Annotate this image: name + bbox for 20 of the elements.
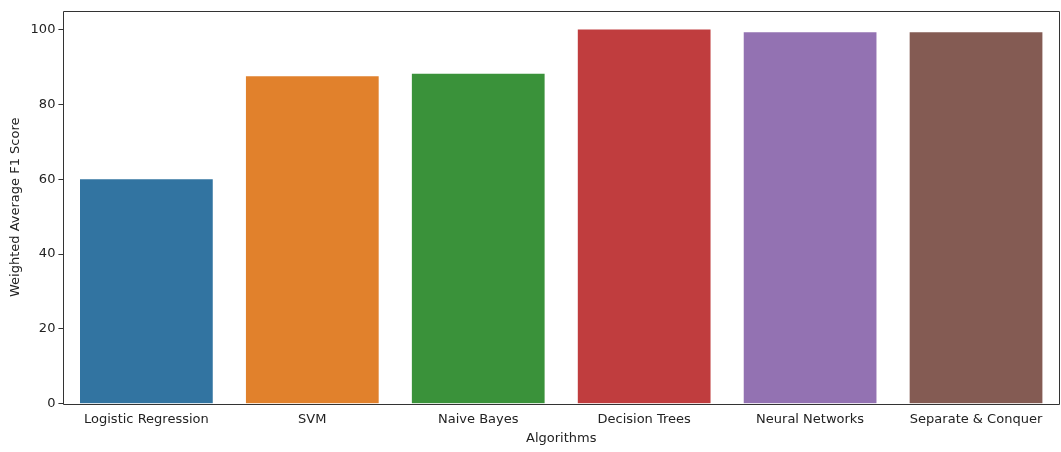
bar xyxy=(80,179,213,404)
x-tick-label: SVM xyxy=(298,410,327,426)
y-tick-label: 40 xyxy=(38,245,56,261)
x-tick-label: Neural Networks xyxy=(756,410,865,426)
y-tick-label: 60 xyxy=(38,170,56,186)
bar xyxy=(245,76,379,404)
y-tick-label: 80 xyxy=(38,95,56,111)
y-tick-label: 20 xyxy=(38,320,56,336)
bar xyxy=(909,32,1043,404)
x-tick-label: Naive Bayes xyxy=(438,410,519,426)
y-tick-label: 100 xyxy=(30,20,56,36)
bar xyxy=(411,73,545,404)
bar xyxy=(743,32,877,404)
x-tick-label: Separate & Conquer xyxy=(909,410,1043,426)
y-axis-title: Weighted Average F1 Score xyxy=(7,117,23,298)
x-tick-label: Logistic Regression xyxy=(84,410,209,426)
x-tick-label: Decision Trees xyxy=(597,410,692,426)
y-tick-label: 0 xyxy=(47,395,56,411)
x-axis-title: Algorithms xyxy=(525,429,597,445)
bar xyxy=(577,29,711,404)
